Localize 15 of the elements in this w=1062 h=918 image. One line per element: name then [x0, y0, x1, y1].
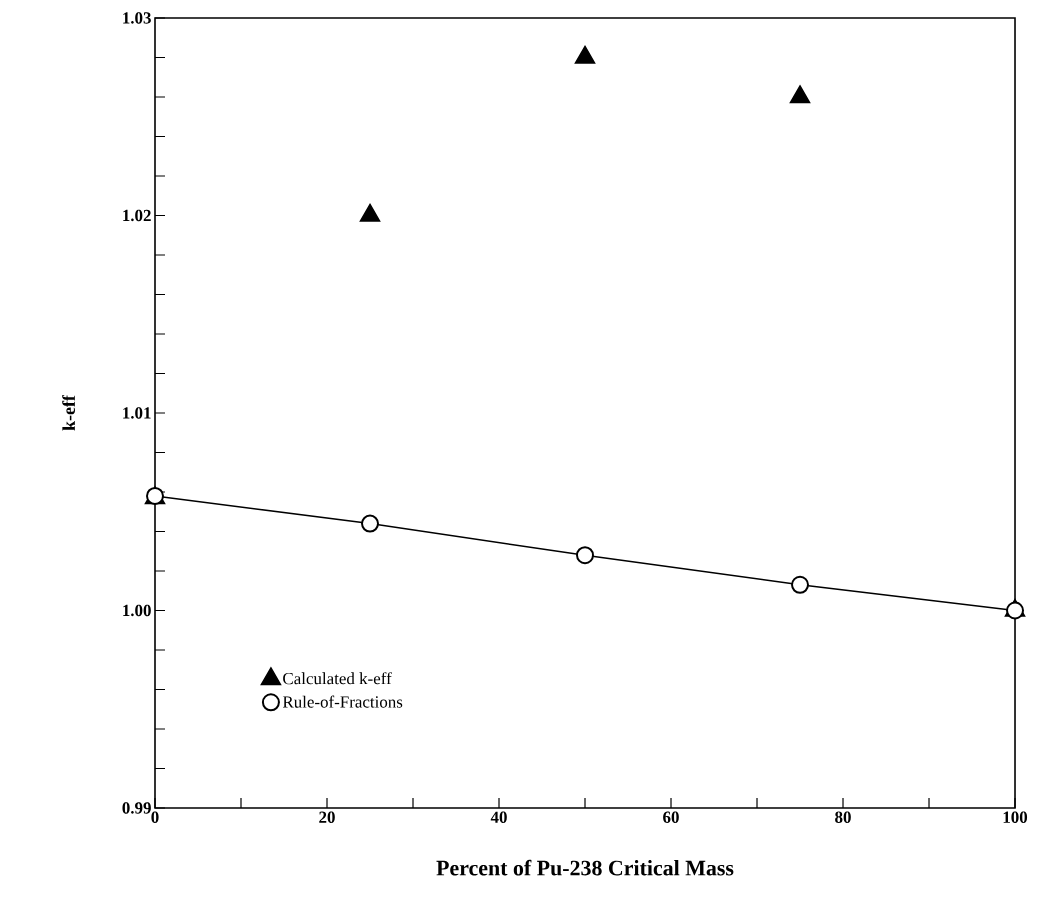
y-tick-label: 1.00	[123, 604, 151, 617]
y-tick-label: 1.01	[123, 407, 151, 419]
x-tick-label: 80	[835, 811, 851, 823]
x-tick-label: 60	[663, 811, 679, 823]
y-axis-title: k-eff	[62, 394, 76, 431]
y-tick-label: 0.99	[122, 802, 151, 814]
legend-label: Rule-of-Fractions	[282, 695, 403, 708]
x-tick-label: 40	[490, 811, 507, 823]
legend-label: Calculated k-eff	[283, 672, 392, 685]
y-tick-label: 1.03	[123, 12, 151, 24]
x-tick-label: 0	[151, 811, 159, 823]
x-tick-label: 20	[319, 811, 335, 823]
x-tick-label: 100	[1003, 811, 1028, 823]
x-axis-title: Percent of Pu-238 Critical Mass	[436, 859, 734, 876]
y-tick-label: 1.02	[123, 209, 151, 222]
